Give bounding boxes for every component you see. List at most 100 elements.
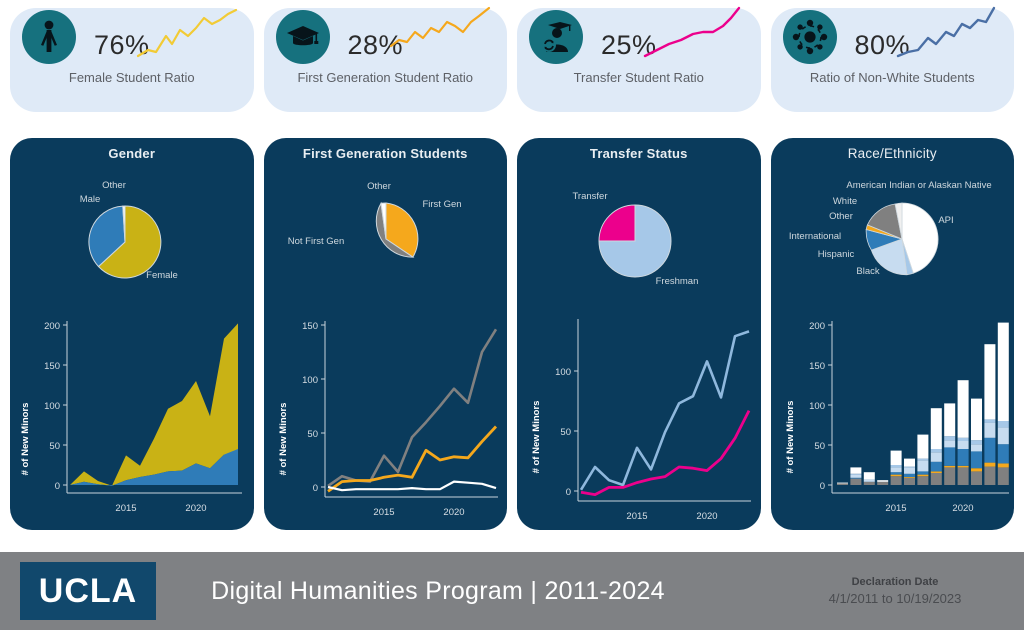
- pie-label-not-first-gen: Not First Gen: [287, 236, 344, 247]
- y-tick-200: 200: [809, 321, 825, 332]
- x-tick-2015: 2015: [115, 503, 136, 514]
- transfer-pie-area: Transfer Freshman: [517, 161, 761, 311]
- y-tick-150: 150: [44, 361, 60, 372]
- panel-title: First Generation Students: [302, 146, 468, 161]
- y-axis-title: # of New Minors: [785, 401, 796, 474]
- dashboard-title: Digital Humanities Program | 2011-2024: [211, 576, 665, 605]
- x-tick-2020: 2020: [185, 503, 206, 514]
- female-figure-icon: [22, 10, 76, 64]
- declaration-date-label: Declaration Date: [851, 576, 939, 588]
- kpi-label: Transfer Student Ratio: [573, 70, 704, 85]
- line-series-first-gen: [326, 425, 497, 493]
- pie-label-other: Other: [102, 180, 126, 191]
- pie-slice-api: [901, 202, 938, 274]
- kpi-card-female-ratio[interactable]: 76% Female Student Ratio: [10, 8, 254, 112]
- pie-label-transfer: Transfer: [572, 191, 607, 202]
- x-tick-2015: 2015: [373, 507, 394, 518]
- race-pie-chart[interactable]: American Indian or Alaskan Native White …: [771, 161, 1015, 311]
- x-tick-2020: 2020: [696, 511, 717, 522]
- y-tick-0: 0: [312, 483, 317, 494]
- kpi-top: 25%: [517, 6, 761, 74]
- y-tick-50: 50: [49, 441, 60, 452]
- pie-label-api: API: [938, 215, 953, 226]
- y-tick-50: 50: [307, 429, 318, 440]
- race-bar-chart-area: # of New Minors 200 150 100 50 0: [771, 311, 1015, 530]
- kpi-label: First Generation Student Ratio: [297, 70, 474, 85]
- ucla-logo: UCLA: [20, 562, 156, 620]
- kpi-card-first-gen-ratio[interactable]: 28% First Generation Student Ratio: [263, 6, 507, 112]
- gender-area-chart[interactable]: # of New Minors 200 150 100 50 0: [10, 311, 254, 530]
- kpi-top: 80%: [771, 6, 1015, 74]
- kpi-card-transfer-ratio[interactable]: 25% Transfer Student Ratio: [517, 6, 761, 112]
- declaration-date-value: 4/1/2011 to 10/19/2023: [828, 591, 962, 606]
- panel-race-ethnicity[interactable]: Race/Ethnicity American Indian or Alaska…: [770, 138, 1015, 530]
- y-axis-title: # of New Minors: [278, 403, 289, 476]
- kpi-sparkline: [389, 6, 491, 48]
- pie-label-other: Other: [829, 211, 853, 222]
- kpi-sparkline: [136, 8, 237, 58]
- panel-first-generation[interactable]: First Generation Students Other First Ge…: [263, 138, 508, 530]
- area-series-female: [70, 323, 238, 486]
- y-tick-100: 100: [809, 401, 825, 412]
- footer-bar: UCLA Digital Humanities Program | 2011-2…: [0, 552, 1024, 630]
- y-tick-0: 0: [566, 487, 571, 498]
- kpi-label: Ratio of Non-White Students: [809, 70, 975, 85]
- panel-title: Race/Ethnicity: [847, 146, 937, 161]
- kpi-sparkline: [896, 6, 996, 58]
- first-gen-pie-area: Other First Gen Not First Gen: [264, 161, 508, 311]
- y-tick-100: 100: [302, 375, 318, 386]
- area-series-male: [70, 449, 238, 486]
- first-gen-pie-chart[interactable]: Other First Gen Not First Gen: [264, 161, 508, 311]
- pie-label-freshman: Freshman: [656, 276, 699, 287]
- declaration-date-block: Declaration Date 4/1/2011 to 10/19/2023: [780, 576, 1010, 606]
- gender-area-chart-area: # of New Minors 200 150 100 50 0: [10, 311, 254, 530]
- gender-pie-chart[interactable]: Other Male Female: [10, 161, 254, 311]
- pie-label-white: White: [832, 196, 856, 207]
- x-tick-2015: 2015: [626, 511, 647, 522]
- x-tick-2020: 2020: [443, 507, 464, 518]
- y-tick-100: 100: [44, 401, 60, 412]
- y-tick-150: 150: [302, 321, 318, 332]
- y-tick-50: 50: [560, 427, 571, 438]
- y-tick-150: 150: [809, 361, 825, 372]
- transfer-line-chart-area: # of New Minors 100 50 0 2015 2020: [517, 311, 761, 530]
- pie-label-male: Male: [80, 194, 101, 205]
- x-tick-2015: 2015: [885, 503, 906, 514]
- race-bar-chart[interactable]: # of New Minors 200 150 100 50 0: [771, 311, 1015, 530]
- panel-transfer-status[interactable]: Transfer Status Transfer Freshman # of N…: [517, 138, 761, 530]
- line-series-transfer: [580, 409, 751, 497]
- y-tick-200: 200: [44, 321, 60, 332]
- y-axis-title: # of New Minors: [531, 401, 542, 474]
- line-series-other: [327, 480, 496, 492]
- pie-label-black: Black: [856, 266, 879, 277]
- transfer-line-chart[interactable]: # of New Minors 100 50 0 2015 2020: [517, 311, 761, 530]
- first-gen-line-chart-area: # of New Minors 150 100 50 0 2015: [264, 311, 508, 530]
- panel-title: Transfer Status: [589, 146, 688, 161]
- panel-row: Gender Other Male Female # of New Minors…: [0, 130, 1024, 530]
- pie-label-hispanic: Hispanic: [817, 249, 854, 260]
- gender-pie-area: Other Male Female: [10, 161, 254, 311]
- graduation-cap-icon: [275, 10, 330, 64]
- pie-slice-hispanic: [870, 238, 907, 276]
- y-tick-100: 100: [555, 367, 571, 378]
- transfer-pie-chart[interactable]: Transfer Freshman: [517, 161, 761, 311]
- pie-slice-american-indian: [894, 202, 902, 240]
- transfer-student-icon: [529, 10, 583, 64]
- kpi-label: Female Student Ratio: [68, 70, 195, 85]
- y-tick-0: 0: [55, 481, 60, 492]
- kpi-top: 76%: [10, 8, 254, 74]
- race-pie-area: American Indian or Alaskan Native White …: [771, 161, 1015, 311]
- panel-gender[interactable]: Gender Other Male Female # of New Minors…: [10, 138, 254, 530]
- diversity-network-icon: [782, 10, 837, 64]
- panel-title: Gender: [108, 146, 156, 161]
- x-tick-2020: 2020: [952, 503, 973, 514]
- bar-group: [836, 322, 1009, 485]
- kpi-card-nonwhite-ratio[interactable]: 80% Ratio of Non-White Students: [770, 6, 1015, 112]
- pie-label-first-gen: First Gen: [422, 199, 461, 210]
- pie-label-other: Other: [367, 181, 391, 192]
- pie-label-american-indian: American Indian or Alaskan Native: [846, 180, 991, 191]
- y-axis-title: # of New Minors: [20, 403, 31, 476]
- y-tick-0: 0: [819, 481, 824, 492]
- first-gen-line-chart[interactable]: # of New Minors 150 100 50 0 2015: [264, 311, 508, 530]
- line-series-freshman: [579, 330, 750, 491]
